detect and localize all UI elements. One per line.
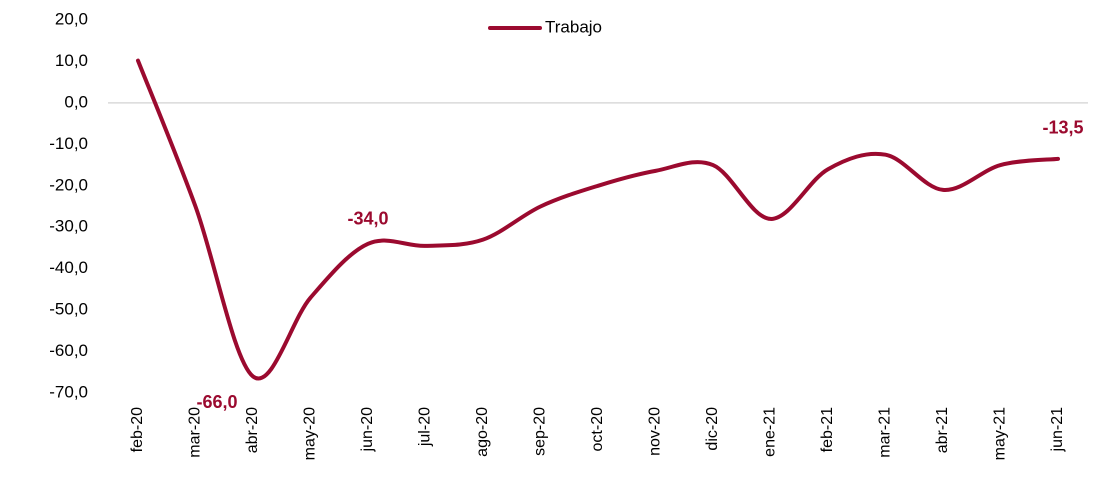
y-tick-label: -60,0	[49, 341, 88, 360]
data-label: -34,0	[347, 209, 388, 229]
y-tick-label: -20,0	[49, 175, 88, 194]
x-tick-label: ene-21	[762, 407, 779, 457]
data-label: -13,5	[1042, 118, 1083, 138]
x-tick-label: may-20	[302, 407, 319, 460]
x-tick-label: abr-21	[934, 407, 951, 453]
y-tick-label: 10,0	[55, 51, 88, 70]
x-tick-label: nov-20	[647, 407, 664, 456]
y-tick-label: -30,0	[49, 217, 88, 236]
y-tick-label: 20,0	[55, 9, 88, 28]
x-tick-label: sep-20	[532, 407, 549, 456]
y-tick-label: -50,0	[49, 300, 88, 319]
y-tick-label: -40,0	[49, 258, 88, 277]
data-label: -66,0	[196, 392, 237, 412]
x-tick-label: jun-21	[1049, 407, 1066, 453]
x-tick-label: dic-20	[704, 407, 721, 451]
x-tick-label: oct-20	[589, 407, 606, 452]
x-tick-label: feb-20	[129, 407, 146, 452]
x-tick-label: mar-20	[187, 407, 204, 458]
y-tick-label: -70,0	[49, 382, 88, 401]
x-tick-label: may-21	[992, 407, 1009, 460]
x-tick-label: jun-20	[359, 407, 376, 453]
x-tick-label: ago-20	[474, 407, 491, 457]
x-tick-label: feb-21	[819, 407, 836, 452]
x-tick-label: mar-21	[877, 407, 894, 458]
legend-label: Trabajo	[545, 17, 602, 36]
y-tick-label: 0,0	[64, 92, 88, 111]
line	[136, 58, 1060, 381]
x-tick-label: jul-20	[417, 407, 434, 447]
x-tick-label: abr-20	[244, 407, 261, 453]
y-tick-label: -10,0	[49, 134, 88, 153]
